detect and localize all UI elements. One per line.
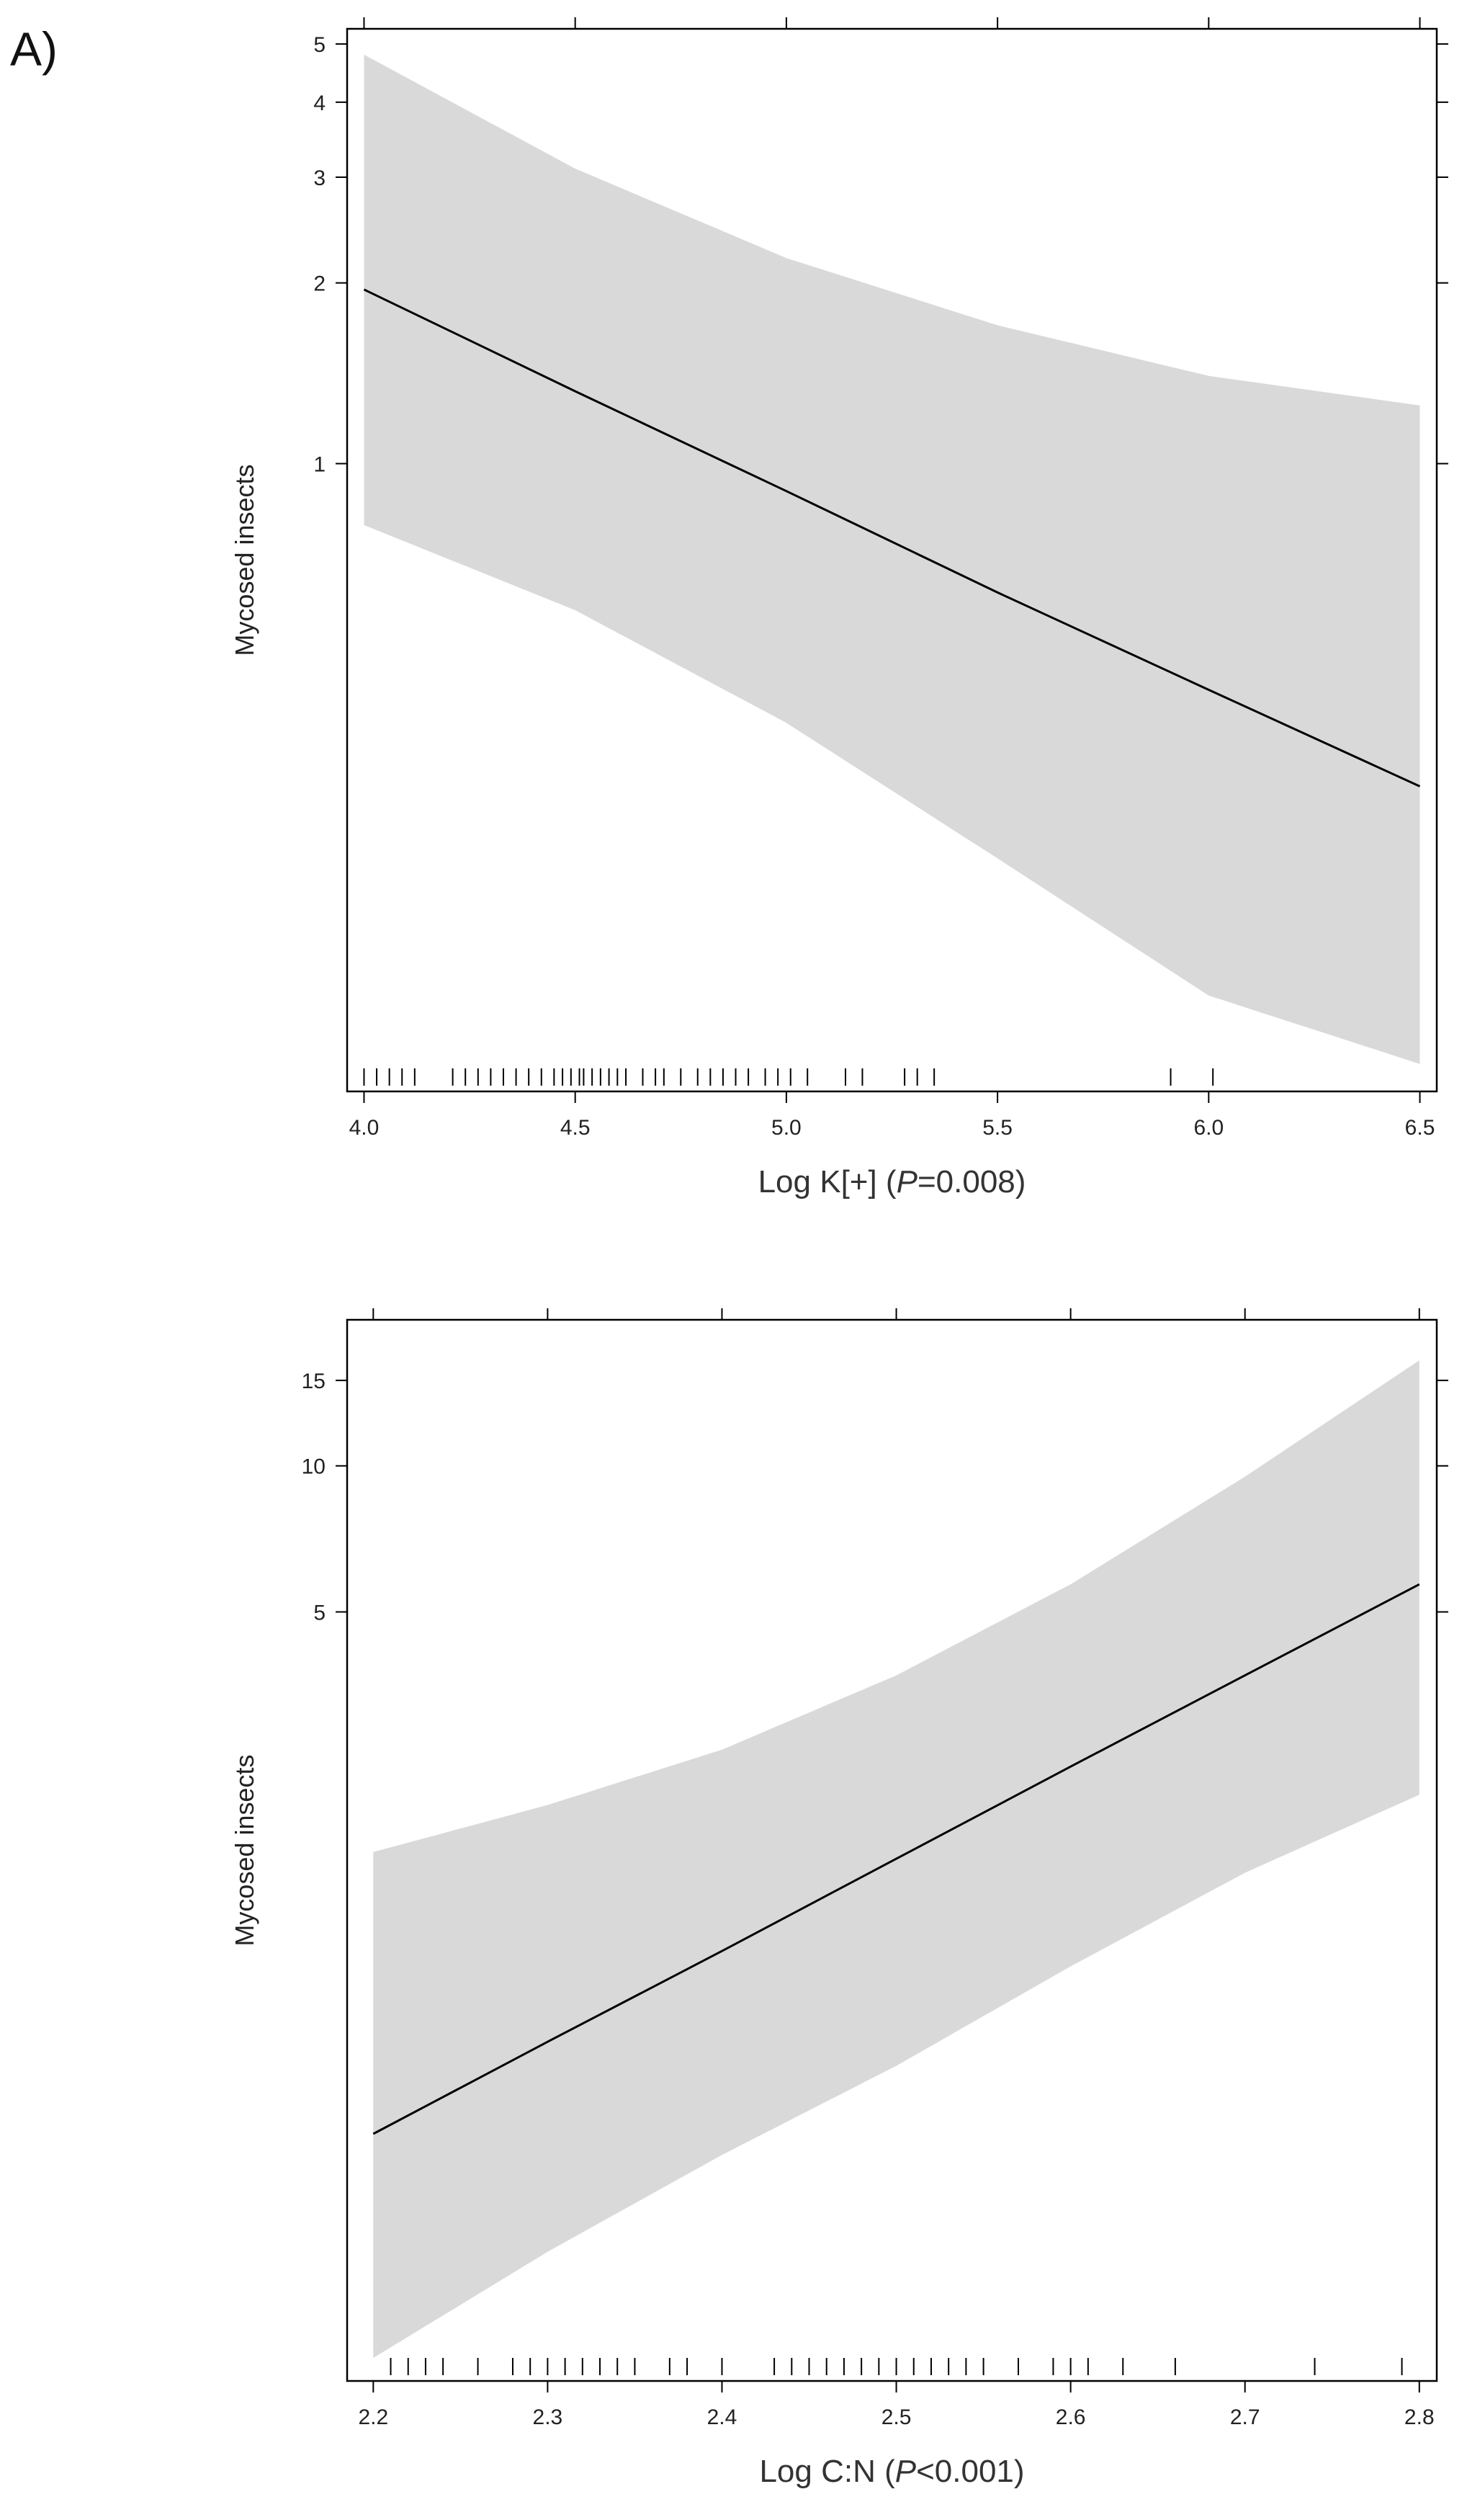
x-axis-label-text: Log K[+] (: [758, 1164, 897, 1199]
x-tick-label: 2.7: [1230, 2405, 1260, 2429]
x-tick-label: 5.0: [771, 1116, 802, 1140]
y-tick-label: 3: [313, 166, 326, 190]
rug: [390, 2358, 1403, 2375]
x-tick-label: 2.6: [1056, 2405, 1086, 2429]
x-tick-label: 2.4: [707, 2405, 737, 2429]
x-tick-label: 2.8: [1404, 2405, 1435, 2429]
y-tick-label: 1: [313, 453, 326, 477]
x-tick-label: 6.5: [1405, 1116, 1435, 1140]
y-tick-label: 5: [313, 1601, 326, 1625]
chart-cn-ratio: 2.2 2.3 2.4 2.5 2.6 2.7 2.8 5 10 15 Mycosed insect…: [230, 1308, 1448, 2489]
x-tick-label: 6.0: [1193, 1116, 1224, 1140]
y-tick-label: 4: [313, 91, 326, 115]
confidence-band: [364, 54, 1420, 1064]
panel-label: A): [10, 22, 58, 76]
x-tick-label: 2.2: [358, 2405, 388, 2429]
x-tick-label: 4.0: [349, 1116, 380, 1140]
rug: [363, 1068, 1214, 1086]
y-tick-label: 15: [302, 1370, 326, 1393]
y-axis-label: Mycosed insects: [230, 1754, 259, 1946]
x-axis-label-value: <0.001): [916, 2454, 1024, 2489]
x-tick-label: 2.5: [881, 2405, 912, 2429]
x-axis-label-stat: P: [895, 2454, 917, 2489]
x-axis-label-stat: P: [897, 1164, 918, 1199]
y-tick-label: 2: [313, 272, 326, 296]
y-axis-label: Mycosed insects: [230, 464, 259, 656]
x-axis-label-value: =0.008): [918, 1164, 1026, 1199]
x-tick-label: 5.5: [982, 1116, 1013, 1140]
chart-k-plus: 4.0 4.5 5.0 5.5 6.0 6.5 1 2 3 4 5 Mycosed insects Lo…: [230, 17, 1448, 1199]
plot-frame: [346, 27, 1438, 1093]
plot-frame: [346, 1318, 1438, 2382]
x-axis-label-text: Log C:N (: [759, 2454, 895, 2489]
fit-line: [363, 288, 1421, 787]
x-axis-label: Log C:N (P<0.001): [759, 2454, 1024, 2489]
y-tick-label: 10: [302, 1455, 326, 1479]
x-axis-label: Log K[+] (P=0.008): [758, 1164, 1026, 1199]
fit-line: [372, 1583, 1420, 2135]
x-tick-label: 2.3: [533, 2405, 563, 2429]
x-tick-label: 4.5: [560, 1116, 591, 1140]
y-tick-label: 5: [313, 33, 326, 57]
